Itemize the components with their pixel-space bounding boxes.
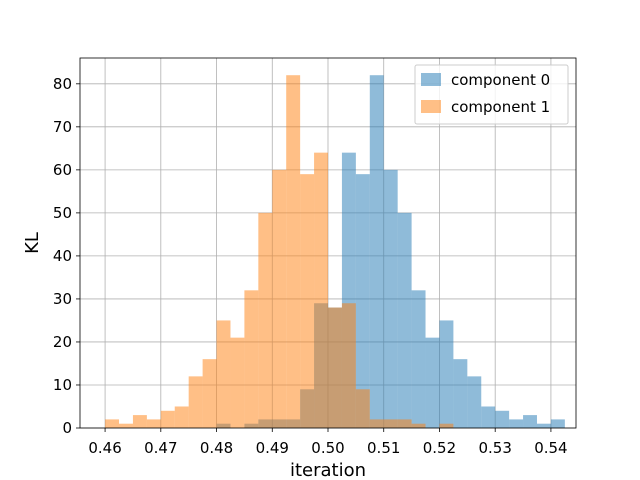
- x-tick-label: 0.51: [367, 439, 400, 457]
- bar-component-1: [411, 423, 426, 428]
- bars: [105, 75, 565, 429]
- bar-component-0: [355, 174, 370, 428]
- bar-component-1: [230, 337, 245, 428]
- y-tick-label: 0: [62, 419, 72, 437]
- bar-component-0: [369, 75, 384, 429]
- bar-component-0: [550, 419, 565, 428]
- bar-component-0: [383, 169, 398, 428]
- bar-component-0: [411, 290, 426, 428]
- bar-component-1: [383, 419, 398, 428]
- bar-component-0: [453, 359, 468, 428]
- bar-component-1: [286, 75, 301, 429]
- x-axis-label: iteration: [290, 460, 366, 480]
- bar-component-0: [523, 415, 537, 428]
- y-tick-label: 60: [53, 161, 72, 179]
- x-tick-label: 0.46: [88, 439, 121, 457]
- y-axis-label: KL: [22, 232, 43, 254]
- y-tick-label: 20: [53, 333, 72, 351]
- bar-component-1: [202, 359, 217, 428]
- bar-component-1: [174, 406, 189, 428]
- bar-component-1: [328, 307, 342, 428]
- x-tick-label: 0.53: [478, 439, 511, 457]
- y-tick-label: 70: [53, 118, 72, 136]
- bar-component-1: [300, 174, 315, 428]
- bar-component-1: [244, 290, 259, 428]
- legend-swatch-component-1: [421, 100, 441, 113]
- x-tick-label: 0.52: [423, 439, 456, 457]
- bar-component-1: [341, 303, 356, 428]
- bar-component-0: [509, 419, 524, 428]
- legend-label-component-1: component 1: [451, 98, 550, 116]
- bar-component-0: [495, 410, 510, 428]
- bar-component-1: [314, 152, 328, 428]
- y-tick-label: 30: [53, 290, 72, 308]
- bar-component-1: [188, 376, 203, 428]
- bar-component-1: [105, 419, 120, 428]
- legend: component 0 component 1: [414, 64, 569, 125]
- bar-component-1: [146, 419, 161, 428]
- x-axis: 0.46 0.47 0.48 0.49 0.50 0.51 0.52 0.53 0.54: [88, 428, 568, 457]
- x-tick-label: 0.47: [144, 439, 177, 457]
- legend-swatch-component-0: [421, 73, 441, 86]
- x-tick-label: 0.50: [311, 439, 344, 457]
- legend-box: [414, 64, 569, 125]
- bar-component-0: [481, 406, 496, 428]
- x-tick-label: 0.49: [256, 439, 289, 457]
- y-tick-label: 50: [53, 204, 72, 222]
- x-tick-label: 0.48: [200, 439, 233, 457]
- bar-component-0: [397, 212, 412, 428]
- bar-component-0: [467, 376, 482, 428]
- y-axis: 0 10 20 30 40 50 60 70 80: [53, 75, 80, 437]
- legend-label-component-0: component 0: [451, 71, 550, 89]
- bar-component-1: [439, 423, 454, 428]
- x-tick-label: 0.54: [534, 439, 567, 457]
- y-tick-label: 80: [53, 75, 72, 93]
- bar-component-1: [132, 415, 147, 428]
- bar-component-0: [536, 423, 551, 428]
- bar-component-1: [119, 423, 133, 428]
- bar-component-0: [439, 320, 454, 428]
- bar-component-1: [216, 320, 231, 428]
- y-tick-label: 10: [53, 376, 72, 394]
- bar-component-1: [160, 410, 175, 428]
- y-tick-label: 40: [53, 247, 72, 265]
- bar-component-1: [355, 389, 370, 428]
- bar-component-1: [397, 419, 412, 428]
- bar-component-1: [258, 212, 273, 428]
- bar-component-1: [272, 169, 287, 428]
- bar-component-0: [425, 337, 440, 428]
- bar-component-1: [369, 419, 384, 428]
